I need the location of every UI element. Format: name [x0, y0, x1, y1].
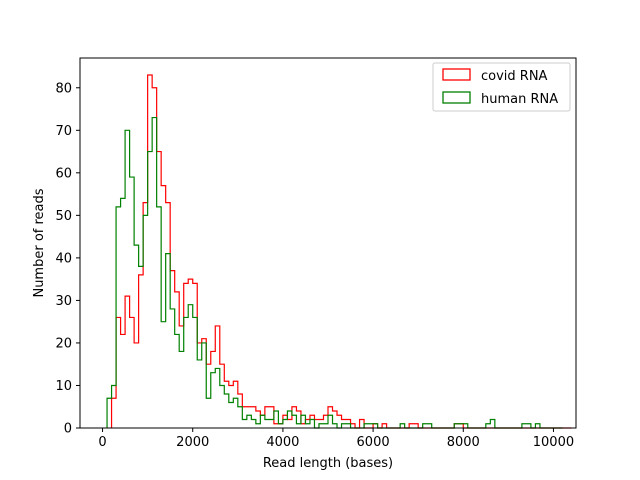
legend-box — [432, 62, 571, 112]
x-tick-label: 4000 — [266, 435, 299, 450]
y-tick-label: 30 — [55, 294, 72, 309]
y-tick-label: 50 — [55, 209, 72, 224]
y-axis: 0 10 20 30 40 50 60 70 80 — [55, 81, 80, 437]
y-tick-label: 40 — [55, 251, 72, 266]
y-tick-label: 70 — [55, 124, 72, 139]
axes-frame — [79, 57, 577, 429]
y-tick-label: 20 — [55, 336, 72, 351]
x-tick-label: 2000 — [176, 435, 209, 450]
legend: covid RNA human RNA — [432, 62, 571, 112]
x-tick-label: 8000 — [447, 435, 480, 450]
legend-label-human: human RNA — [481, 92, 558, 107]
x-axis: 0 2000 4000 6000 8000 10000 — [98, 428, 574, 450]
x-axis-label: Read length (bases) — [263, 456, 393, 471]
legend-swatch-covid — [442, 68, 471, 81]
y-tick-label: 10 — [55, 379, 72, 394]
y-tick-label: 80 — [55, 81, 72, 96]
y-tick-label: 60 — [55, 166, 72, 181]
legend-label-covid: covid RNA — [481, 69, 548, 84]
x-tick-label: 0 — [98, 435, 106, 450]
y-axis-label: Number of reads — [32, 188, 47, 297]
x-tick-label: 10000 — [533, 435, 574, 450]
legend-swatch-human — [442, 91, 471, 104]
x-tick-label: 6000 — [357, 435, 390, 450]
y-tick-label: 0 — [64, 422, 72, 437]
